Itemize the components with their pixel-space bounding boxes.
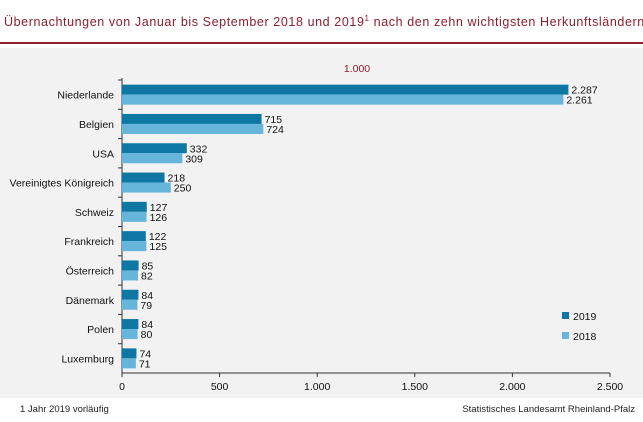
x-tick-label: 1.000 xyxy=(304,381,330,393)
bar-value-label-2018: 79 xyxy=(140,300,152,312)
unit-label: 1.000 xyxy=(344,63,370,75)
bar-2019 xyxy=(122,143,187,154)
legend-swatch-2018 xyxy=(562,332,569,339)
bar-value-label-2018: 2.261 xyxy=(566,95,592,107)
category-label: Belgien xyxy=(79,119,114,131)
category-label: Österreich xyxy=(66,265,115,277)
category-label: Frankreich xyxy=(64,236,114,248)
bar-2018 xyxy=(122,329,138,340)
bar-2019 xyxy=(122,348,137,359)
bar-value-label-2018: 724 xyxy=(266,124,284,136)
bar-2018 xyxy=(122,299,138,310)
bar-value-label-2019: 218 xyxy=(168,173,186,185)
bar-2018 xyxy=(122,94,564,105)
x-tick-label: 2.500 xyxy=(597,381,623,393)
chart-title-footnote-mark: 1 xyxy=(364,14,370,23)
bar-2019 xyxy=(122,289,139,300)
bar-value-label-2018: 71 xyxy=(139,358,151,370)
bar-value-label-2019: 84 xyxy=(141,319,153,331)
legend-swatch-2019 xyxy=(562,312,569,319)
bar-2018 xyxy=(122,153,183,164)
bar-value-label-2019: 85 xyxy=(142,260,154,272)
bar-value-label-2018: 80 xyxy=(141,329,153,341)
bar-value-label-2019: 332 xyxy=(190,143,208,155)
category-label: Dänemark xyxy=(66,295,115,307)
bar-2019 xyxy=(122,84,569,95)
footnote: 1 Jahr 2019 vorläufig xyxy=(20,404,109,415)
legend-label-2019: 2019 xyxy=(573,311,597,323)
x-tick-label: 500 xyxy=(211,381,229,393)
category-label: Vereinigtes Königreich xyxy=(10,178,115,190)
bar-value-label-2019: 715 xyxy=(265,114,283,126)
bar-2018 xyxy=(122,182,171,193)
chart-title-main: Übernachtungen von Januar bis September … xyxy=(4,15,365,30)
bar-value-label-2019: 122 xyxy=(149,231,167,243)
bar-2019 xyxy=(122,172,165,183)
x-tick-label: 2.000 xyxy=(499,381,525,393)
category-label: Luxemburg xyxy=(61,353,114,365)
chart-title-rest: nach den zehn wichtigsten Herkunftslände… xyxy=(369,15,643,30)
bar-value-label-2018: 250 xyxy=(174,183,192,195)
bar-2018 xyxy=(122,211,147,222)
bar-value-label-2019: 74 xyxy=(139,348,151,360)
category-label: Polen xyxy=(87,324,114,336)
category-label: Schweiz xyxy=(75,207,114,219)
bar-value-label-2018: 309 xyxy=(185,153,203,165)
bar-2018 xyxy=(122,241,147,252)
chart-panel: 1.000 0 500 1.000 1.500 2.000 2.500 Niederlande… xyxy=(0,48,643,398)
bar-value-label-2018: 82 xyxy=(141,270,153,282)
bar-value-label-2019: 127 xyxy=(150,202,168,214)
bar-value-label-2019: 2.287 xyxy=(571,85,597,97)
bar-value-label-2019: 84 xyxy=(141,290,153,302)
legend-label-2018: 2018 xyxy=(573,331,597,343)
bar-2019 xyxy=(122,319,139,330)
category-label: Niederlande xyxy=(57,90,114,102)
bar-2018 xyxy=(122,358,136,369)
bar-chart: 1.000 0 500 1.000 1.500 2.000 2.500 Niederlande… xyxy=(10,63,624,393)
title-bar: Übernachtungen von Januar bis September … xyxy=(0,0,643,44)
bar-2019 xyxy=(122,113,262,124)
x-tick-label: 1.500 xyxy=(402,381,428,393)
bar-2018 xyxy=(122,270,139,281)
category-label: USA xyxy=(92,148,114,160)
bar-2019 xyxy=(122,260,139,271)
source-note: Statistisches Landesamt Rheinland-Pfalz xyxy=(462,404,635,415)
bar-value-label-2018: 125 xyxy=(149,241,167,253)
chart-title: Übernachtungen von Januar bis September … xyxy=(4,14,643,29)
bar-2019 xyxy=(122,201,147,212)
bar-2018 xyxy=(122,123,264,134)
x-tick-label: 0 xyxy=(119,381,125,393)
bar-2019 xyxy=(122,231,146,242)
bar-value-label-2018: 126 xyxy=(150,212,168,224)
